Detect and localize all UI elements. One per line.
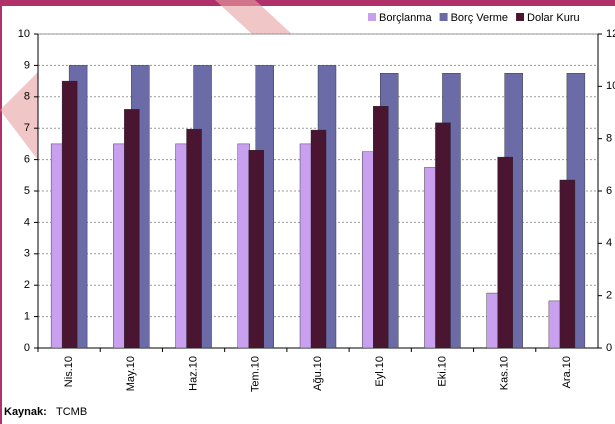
- y2-tick-label: 4: [606, 237, 612, 249]
- source-value: TCMB: [56, 406, 87, 418]
- legend-swatch: [516, 13, 525, 21]
- bar: [486, 292, 499, 349]
- y-tick-label: 2: [24, 279, 30, 291]
- legend-label: Borçlanma: [379, 12, 432, 24]
- x-tick-label: Ağu.10: [312, 356, 324, 391]
- y-tick-label: 5: [24, 185, 30, 197]
- bar: [548, 300, 562, 349]
- x-tick-label: Eyl.10: [374, 356, 386, 387]
- bar: [113, 143, 126, 349]
- x-tick-label: Eki.10: [436, 356, 448, 387]
- y2-tick-label: 2: [606, 290, 612, 302]
- bar: [310, 129, 327, 349]
- y2-tick-label: 10: [606, 80, 615, 92]
- bar: [175, 143, 188, 349]
- source-label: Kaynak:: [4, 406, 47, 418]
- y-tick-label: 8: [24, 91, 30, 103]
- bar: [237, 143, 250, 349]
- x-tick-label: Nis.10: [63, 356, 75, 387]
- legend-label: Borç Verme: [451, 12, 508, 24]
- y-tick-label: 7: [24, 122, 30, 134]
- bar: [50, 143, 64, 349]
- legend-swatch: [368, 13, 376, 21]
- legend-swatch: [439, 13, 448, 21]
- top-border: [0, 0, 615, 6]
- y2-tick-label: 0: [606, 342, 612, 354]
- bar: [435, 122, 451, 349]
- x-tick-label: Ara.10: [561, 356, 573, 388]
- bar: [124, 109, 140, 349]
- y-tick-label: 9: [24, 59, 30, 71]
- y2-tick-label: 12: [606, 28, 615, 40]
- y-tick-label: 1: [24, 311, 30, 323]
- bar: [61, 80, 78, 349]
- y-tick-label: 4: [24, 216, 30, 228]
- y-tick-label: 0: [24, 342, 30, 354]
- bar: [424, 167, 437, 349]
- bar: [248, 149, 264, 349]
- y-tick-label: 10: [18, 28, 30, 40]
- bar: [559, 179, 576, 349]
- y-tick-label: 6: [24, 154, 30, 166]
- legend-label: Dolar Kuru: [527, 12, 580, 24]
- y2-tick-label: 6: [606, 185, 612, 197]
- bar: [299, 143, 313, 349]
- x-tick-label: May.10: [125, 356, 137, 391]
- x-tick-label: Tem.10: [250, 356, 262, 392]
- bar: [373, 106, 389, 349]
- bar: [497, 156, 513, 349]
- y2-tick-label: 8: [606, 133, 612, 145]
- bar: [362, 151, 375, 349]
- y-tick-label: 3: [24, 248, 30, 260]
- x-tick-label: Kas.10: [499, 356, 511, 390]
- x-tick-label: Haz.10: [187, 356, 199, 391]
- bar: [186, 128, 202, 349]
